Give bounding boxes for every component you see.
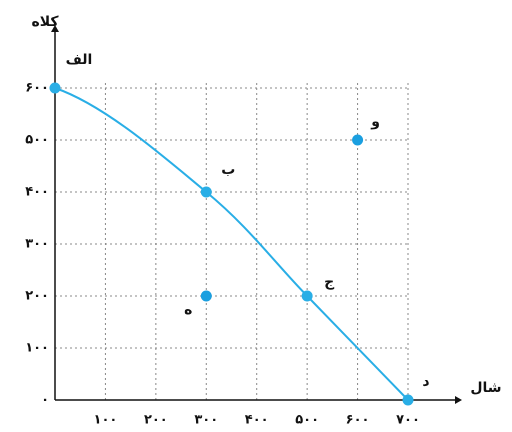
x-tick-label: ۵۰۰ [295, 413, 319, 428]
x-tick-label: ۴۰۰ [245, 413, 269, 428]
point [402, 394, 414, 406]
point [200, 186, 212, 198]
point [352, 134, 364, 146]
y-arrow [51, 25, 59, 32]
y-tick-label: ۶۰۰ [25, 81, 49, 96]
y-tick-label: ۲۰۰ [25, 289, 49, 304]
point-label: ب [221, 162, 235, 178]
point [200, 290, 212, 302]
x-tick-label: ۳۰۰ [194, 413, 218, 428]
frontier-curve [54, 87, 409, 401]
y-axis-label: کلاه [31, 14, 59, 30]
point-label: ه [184, 302, 192, 318]
y-tick-label: ۱۰۰ [25, 341, 49, 356]
point [49, 82, 61, 94]
point-label: الف [66, 52, 93, 68]
point-label: د [422, 374, 429, 390]
point-label: و [370, 114, 380, 130]
y-tick-label: ۳۰۰ [25, 237, 49, 252]
point [301, 290, 313, 302]
x-tick-label: ۱۰۰ [94, 413, 118, 428]
x-tick-label: ۲۰۰ [144, 413, 168, 428]
y-tick-label: ۵۰۰ [25, 133, 49, 148]
x-arrow [455, 396, 462, 404]
y-tick-label: ۴۰۰ [25, 185, 49, 200]
x-tick-label: ۷۰۰ [396, 413, 420, 428]
x-tick-label: ۶۰۰ [346, 413, 370, 428]
point-label: ج [324, 274, 335, 290]
y-tick-label: ۰ [41, 393, 49, 408]
x-axis-label: شال [470, 380, 501, 396]
